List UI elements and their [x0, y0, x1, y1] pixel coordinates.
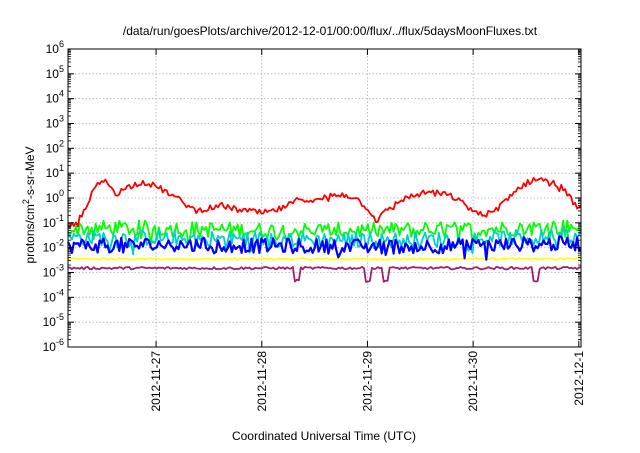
chart-title: /data/run/goesPlots/archive/2012-12-01/0… — [123, 24, 538, 38]
y-tick-label-base: 10 — [46, 166, 60, 180]
y-tick-label: 10-4 — [43, 287, 64, 304]
x-tick-label: 2012-11-27 — [149, 351, 163, 412]
y-tick-label: 106 — [46, 39, 64, 56]
y-tick-label-base: 10 — [43, 241, 57, 255]
y-tick-label-exponent: 6 — [59, 39, 64, 49]
y-tick-label: 104 — [46, 89, 64, 106]
axes: 10-610-510-410-310-210-11001011021031041… — [43, 39, 586, 412]
y-tick-label: 100 — [46, 188, 64, 205]
y-axis-label-prefix: protons/cm — [23, 204, 37, 263]
y-tick-label-base: 10 — [46, 42, 60, 56]
y-tick-label: 101 — [46, 163, 64, 180]
y-axis-label-sup: 2 — [21, 199, 31, 204]
series-line-0 — [67, 176, 582, 229]
y-tick-label: 10-2 — [43, 238, 64, 255]
y-tick-label-exponent: 1 — [59, 163, 64, 173]
series-line-2 — [67, 227, 582, 256]
y-axis-label: protons/cm2-s-sr-MeV — [21, 146, 37, 263]
x-tick-label: 2012-12-1 — [572, 351, 586, 406]
y-tick-label-base: 10 — [43, 340, 57, 354]
y-tick-label-exponent: 5 — [59, 64, 64, 74]
x-tick-label: 2012-11-30 — [466, 351, 480, 412]
y-tick-label-exponent: -3 — [56, 263, 64, 273]
y-tick-label: 10-6 — [43, 337, 64, 354]
grid — [68, 49, 581, 347]
y-axis-label-suffix: -s-sr-MeV — [23, 146, 37, 199]
y-tick-label: 10-3 — [43, 263, 64, 280]
x-axis-label: Coordinated Universal Time (UTC) — [232, 429, 416, 443]
plot-area — [67, 176, 582, 283]
y-tick-label: 105 — [46, 64, 64, 81]
y-tick-label-exponent: 0 — [59, 188, 64, 198]
x-tick-label: 2012-11-29 — [360, 351, 374, 412]
y-tick-label: 102 — [46, 138, 64, 155]
y-tick-label-exponent: -5 — [56, 312, 64, 322]
y-tick-label-base: 10 — [43, 266, 57, 280]
y-tick-label-exponent: -1 — [56, 213, 64, 223]
y-tick-label-base: 10 — [43, 290, 57, 304]
y-tick-label: 10-5 — [43, 312, 64, 329]
y-tick-label-base: 10 — [46, 67, 60, 81]
y-tick-label-exponent: 2 — [59, 138, 64, 148]
y-tick-label-base: 10 — [46, 191, 60, 205]
y-tick-label-base: 10 — [46, 92, 60, 106]
y-tick-label-base: 10 — [46, 117, 60, 131]
series-line-3 — [67, 235, 582, 261]
y-tick-label-base: 10 — [43, 216, 57, 230]
y-tick-label-exponent: -4 — [56, 287, 64, 297]
series-line-4 — [67, 257, 582, 261]
y-tick-label-base: 10 — [43, 315, 57, 329]
y-tick-label: 10-1 — [43, 213, 64, 230]
series-line-5 — [67, 266, 582, 283]
y-tick-label-exponent: 4 — [59, 89, 64, 99]
y-tick-label-exponent: -6 — [56, 337, 64, 347]
y-tick-label-exponent: -2 — [56, 238, 64, 248]
y-tick-label-exponent: 3 — [59, 114, 64, 124]
x-tick-label: 2012-11-28 — [255, 351, 269, 412]
series-line-1 — [67, 219, 582, 246]
y-tick-label: 103 — [46, 114, 64, 131]
y-tick-label-base: 10 — [46, 141, 60, 155]
